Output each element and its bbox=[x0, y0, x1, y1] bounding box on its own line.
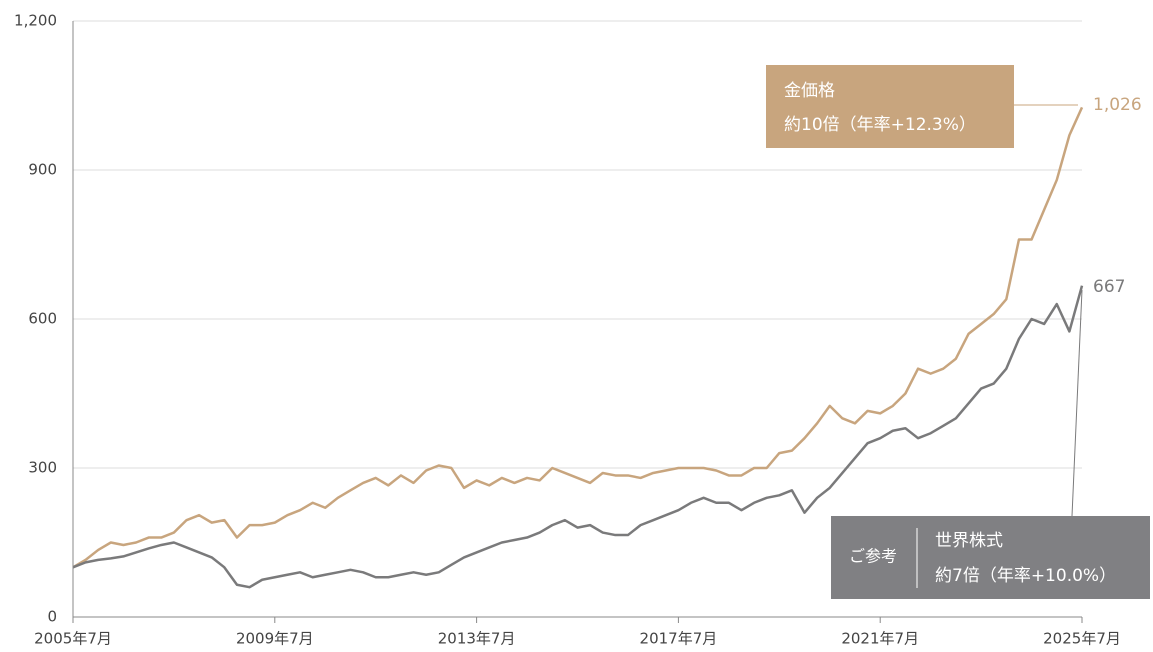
stock-box bbox=[831, 516, 1150, 599]
stock-box-text: 約7倍（年率+10.0%） bbox=[935, 566, 1116, 586]
y-tick-label: 0 bbox=[47, 608, 57, 626]
y-tick-label: 300 bbox=[28, 459, 57, 477]
gold-box-text: 約10倍（年率+12.3%） bbox=[784, 115, 976, 135]
x-tick-label: 2005年7月 bbox=[34, 630, 112, 648]
x-tick-label: 2013年7月 bbox=[438, 630, 516, 648]
series-line bbox=[72, 285, 1084, 589]
gold-end-label: 1,026 bbox=[1093, 95, 1142, 115]
series-line bbox=[72, 106, 1084, 569]
x-tick-label: 2025年7月 bbox=[1043, 630, 1121, 648]
stock-box-title: 世界株式 bbox=[935, 531, 1003, 551]
gold-box-title: 金価格 bbox=[784, 81, 835, 101]
stock-leader bbox=[1071, 289, 1083, 517]
x-tick-label: 2021年7月 bbox=[841, 630, 919, 648]
stock-end-label: 667 bbox=[1093, 277, 1125, 297]
y-tick-label: 600 bbox=[28, 310, 57, 328]
x-tick-label: 2009年7月 bbox=[236, 630, 314, 648]
y-tick-label: 900 bbox=[28, 161, 57, 179]
x-tick-label: 2017年7月 bbox=[640, 630, 718, 648]
gold-box bbox=[766, 65, 1014, 148]
stock-box-note: ご参考 bbox=[849, 547, 897, 566]
y-tick-label: 1,200 bbox=[14, 12, 57, 30]
